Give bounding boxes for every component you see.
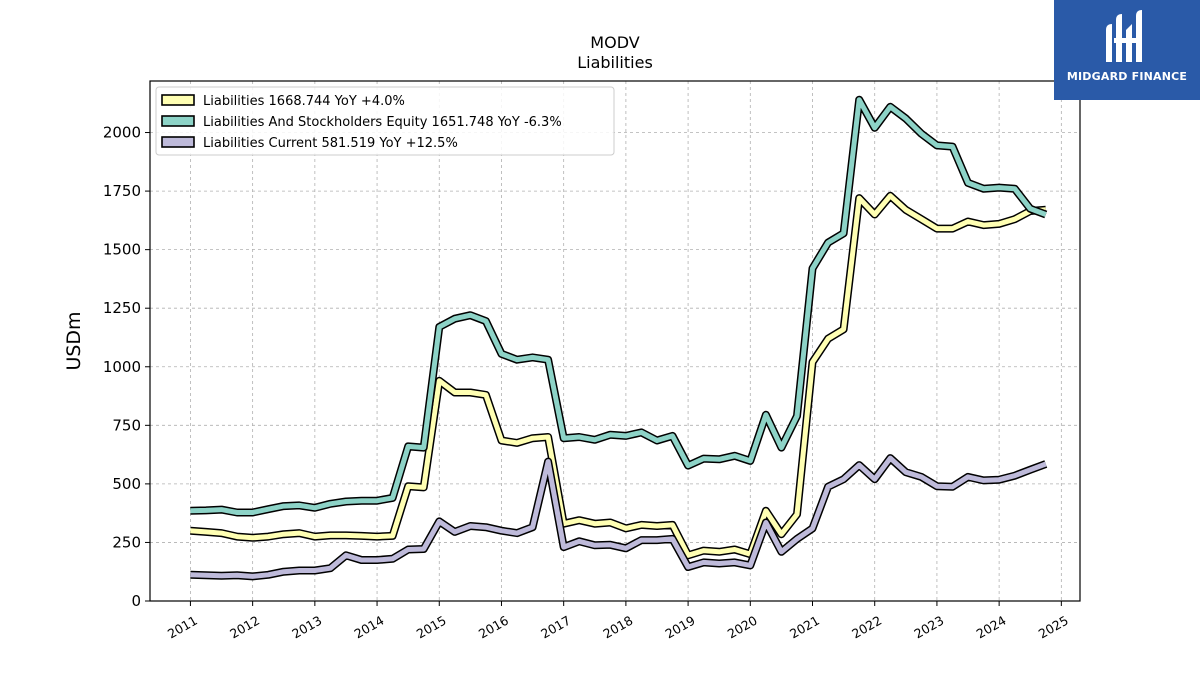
x-tick-label: 2025 [1036, 613, 1071, 642]
y-tick-label: 1750 [103, 182, 141, 200]
x-tick-label: 2012 [227, 613, 262, 642]
y-axis: 0 250 500 750 1000 1250 1500 1750 2000 [103, 124, 150, 610]
x-axis: 2011 2012 2013 2014 2015 2016 2017 2018 2019 2020… [165, 601, 1071, 642]
grid-lines [150, 81, 1080, 602]
series-line [190, 193, 1046, 558]
y-tick-label: 500 [112, 475, 141, 493]
brand-name: MIDGARD FINANCE [1066, 70, 1188, 83]
y-tick-label: 750 [112, 416, 141, 434]
y-tick-label: 2000 [103, 124, 141, 142]
x-tick-label: 2018 [600, 613, 635, 642]
chart-title: MODV [590, 33, 639, 52]
x-tick-label: 2013 [289, 613, 324, 642]
y-tick-label: 0 [131, 592, 141, 610]
legend-swatch [161, 136, 195, 148]
x-tick-label: 2015 [414, 613, 449, 642]
plot-frame [149, 80, 1081, 602]
x-tick-label: 2021 [787, 613, 822, 642]
x-tick-label: 2019 [663, 613, 698, 642]
y-tick-label: 1500 [103, 241, 141, 259]
series-line [190, 97, 1047, 515]
x-tick-label: 2020 [725, 613, 760, 642]
legend-label: Liabilities 1668.744 YoY +4.0% [203, 94, 405, 109]
legend-swatch [161, 94, 195, 106]
chart-subtitle: Liabilities [577, 53, 653, 72]
series-outline [190, 95, 1048, 517]
x-tick-label: 2024 [974, 613, 1009, 642]
x-tick-label: 2014 [352, 613, 387, 642]
x-tick-label: 2016 [476, 613, 511, 642]
legend-swatch [161, 115, 195, 127]
x-tick-label: 2011 [165, 613, 200, 642]
y-tick-label: 1250 [103, 299, 141, 317]
legend-label: Liabilities And Stockholders Equity 1651… [203, 115, 562, 130]
y-axis-label: USDm [63, 311, 85, 370]
y-tick-label: 1000 [103, 358, 141, 376]
legend-label: Liabilities Current 581.519 YoY +12.5% [203, 136, 458, 151]
x-tick-label: 2023 [911, 613, 946, 642]
series-line [190, 455, 1047, 579]
brand-logo: MIDGARD FINANCE [1054, 0, 1200, 100]
series-lines [190, 95, 1048, 581]
legend: Liabilities 1668.744 YoY +4.0% Liabilitie… [155, 86, 615, 156]
mh-monogram-icon [1106, 10, 1142, 62]
x-tick-label: 2022 [849, 613, 884, 642]
x-tick-label: 2017 [538, 613, 573, 642]
legend-box [155, 86, 615, 156]
y-tick-label: 250 [112, 533, 141, 551]
